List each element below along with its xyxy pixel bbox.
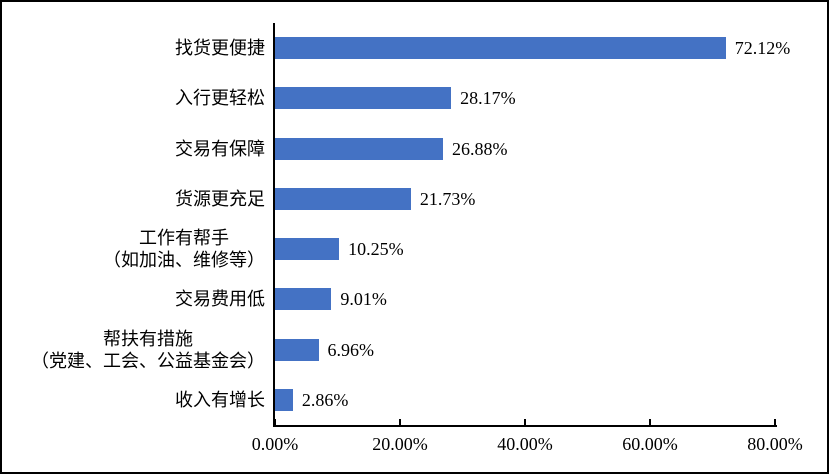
category-label-line: 交易费用低 — [175, 289, 265, 310]
bar — [275, 37, 726, 60]
x-tick-label: 0.00% — [251, 434, 299, 454]
bar — [275, 338, 319, 361]
category-label-line: 货源更充足 — [175, 188, 265, 209]
category-label: 帮扶有措施 （党建、工会、公益基金会） — [31, 328, 265, 372]
bar — [275, 87, 452, 110]
category-label: 交易费用低 — [175, 288, 265, 310]
x-axis-line — [273, 425, 777, 427]
category-label-line: 入行更轻松 — [175, 88, 265, 109]
value-label: 2.86% — [301, 389, 349, 410]
value-label: 72.12% — [734, 38, 791, 59]
category-label-line: （党建、工会、公益基金会） — [31, 350, 265, 371]
category-label-line: 找货更便捷 — [175, 38, 265, 59]
value-label: 26.88% — [452, 138, 508, 159]
x-tick — [649, 419, 651, 425]
bar — [275, 238, 340, 261]
category-label: 找货更便捷 — [175, 37, 265, 59]
category-label: 交易有保障 — [175, 138, 265, 160]
x-tick-label: 40.00% — [497, 434, 553, 454]
category-label: 货源更充足 — [175, 188, 265, 210]
category-label-line: 帮扶有措施 — [103, 328, 193, 349]
y-axis-line — [273, 23, 275, 427]
category-label-line: 收入有增长 — [175, 389, 265, 410]
x-tick-label: 80.00% — [747, 434, 803, 454]
bar — [275, 388, 293, 411]
value-label: 9.01% — [340, 289, 387, 310]
value-label: 10.25% — [348, 239, 404, 260]
category-label: 工作有帮手 （如加油、维修等） — [103, 227, 265, 271]
bar — [275, 187, 411, 210]
category-label: 收入有增长 — [175, 389, 265, 411]
x-tick — [524, 419, 526, 425]
bar — [275, 137, 443, 160]
category-label-line: 工作有帮手 — [139, 228, 229, 249]
x-tick — [774, 419, 776, 425]
x-tick-label: 60.00% — [622, 434, 678, 454]
value-label: 21.73% — [419, 188, 476, 209]
value-label: 28.17% — [460, 88, 516, 109]
category-label-line: 交易有保障 — [175, 138, 265, 159]
x-tick — [399, 419, 401, 425]
value-label: 6.96% — [327, 339, 375, 360]
bar — [275, 288, 332, 311]
x-tick — [274, 419, 276, 425]
x-tick-label: 20.00% — [372, 434, 428, 454]
category-label-line: （如加油、维修等） — [103, 250, 265, 271]
category-label: 入行更轻松 — [175, 87, 265, 109]
